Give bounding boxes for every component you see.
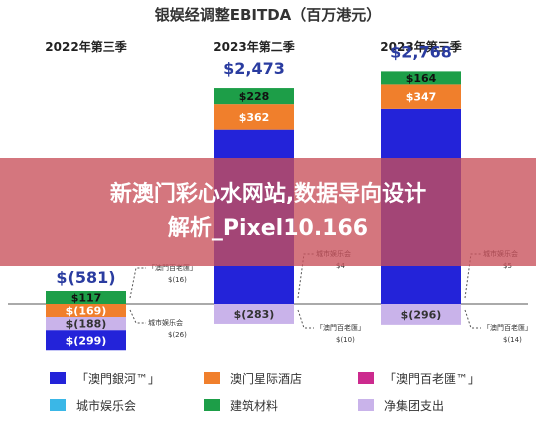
bar-1-1	[214, 104, 294, 130]
bar-5-0	[46, 317, 126, 331]
callout-value-bottom-1: $(10)	[336, 336, 355, 344]
extra-bar-label-0: $(299)	[66, 334, 107, 347]
bar-5-2	[381, 304, 461, 325]
bar-label-4-1: $228	[239, 90, 270, 103]
callout-name-bottom-0: 城市娱乐会	[148, 318, 183, 327]
legend-swatch-3	[50, 399, 66, 411]
callout-leader-bottom-2	[464, 309, 481, 329]
bar-1-2	[381, 84, 461, 109]
legend-label-5: 净集团支出	[384, 398, 444, 413]
total-label-2: $2,768	[390, 42, 452, 61]
callout-value-bottom-0: $(26)	[168, 331, 187, 339]
callout-value-top-0: $(16)	[168, 276, 187, 284]
callout-name-bottom-1: 「澳門百老匯」	[316, 323, 365, 332]
callout-value-top-1: $4	[336, 262, 345, 270]
legend-swatch-5	[358, 399, 374, 411]
callout-name-top-0: 「澳門百老匯」	[148, 263, 197, 272]
legend-label-4: 建筑材料	[230, 398, 278, 413]
banner-line-2: 解析_Pixel10.166	[167, 216, 369, 241]
bar-4-1	[214, 88, 294, 105]
bar-label-1-1: $362	[239, 111, 270, 124]
callout-name-bottom-2: 「澳門百老匯」	[483, 323, 532, 332]
legend-label-2: 「澳門百老匯™」	[384, 372, 480, 386]
legend-swatch-2	[358, 372, 374, 384]
callout-value-bottom-2: $(14)	[503, 336, 522, 344]
bar-label-1-0: $(169)	[66, 305, 107, 318]
total-label-0: $(581)	[56, 268, 115, 287]
callout-leader-bottom-1	[297, 309, 314, 329]
banner-line-1: 新澳门彩心水网站,数据导向设计	[109, 182, 427, 207]
bar-label-1-2: $347	[406, 91, 437, 104]
bar-label-4-2: $164	[406, 72, 437, 85]
legend-label-1: 澳门星际酒店	[230, 371, 302, 386]
watermark-banner: 新澳门彩心水网站,数据导向设计 解析_Pixel10.166	[0, 158, 536, 266]
callout-leader-top-0	[129, 267, 146, 299]
legend-swatch-4	[204, 399, 220, 411]
legend-swatch-0	[50, 372, 66, 384]
legend-swatch-1	[204, 372, 220, 384]
bar-5-1	[214, 304, 294, 324]
category-label-2: 2023年第三季	[380, 39, 462, 54]
callout-leader-bottom-0	[129, 309, 146, 324]
bar-4-2	[381, 71, 461, 85]
bar-label-5-2: $(296)	[401, 308, 442, 321]
bar-label-5-0: $(188)	[66, 318, 107, 331]
callout-value-top-2: $5	[503, 262, 512, 270]
category-label-0: 2022年第三季	[45, 39, 127, 54]
chart-title: 银娱经调整EBITDA（百万港元）	[155, 6, 382, 24]
bar-label-5-1: $(283)	[234, 308, 275, 321]
legend-label-0: 「澳門銀河™」	[76, 372, 160, 386]
total-label-1: $2,473	[223, 59, 285, 78]
bar-4-0	[46, 291, 126, 304]
category-label-1: 2023年第二季	[213, 39, 295, 54]
bar-label-4-0: $117	[71, 292, 102, 305]
legend-label-3: 城市娱乐会	[76, 398, 136, 413]
extra-bar-0	[46, 330, 126, 351]
bar-1-0	[46, 304, 126, 317]
